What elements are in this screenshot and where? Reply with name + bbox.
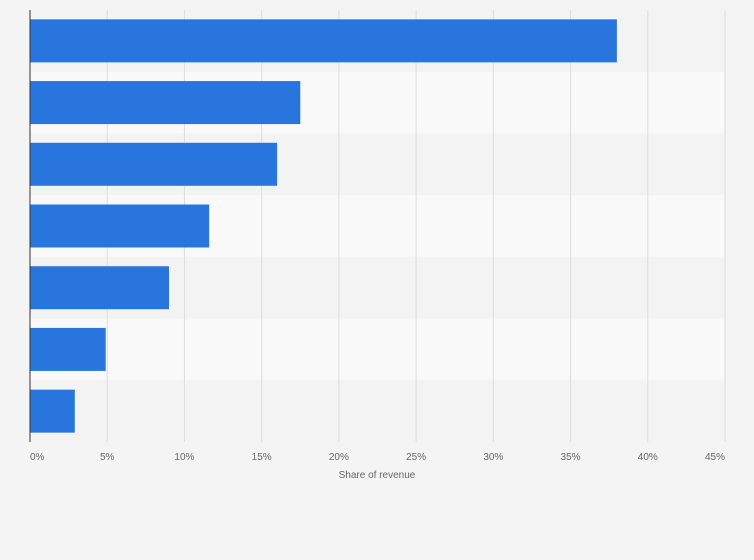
bar[interactable] <box>30 266 169 310</box>
x-tick-labels: 0% 5% 10% 15% 20% 25% 30% 35% 40% 45% <box>30 452 725 463</box>
bar[interactable] <box>30 81 301 125</box>
x-tick-label: 35% <box>561 452 581 463</box>
x-tick-label: 20% <box>329 452 349 463</box>
x-tick-label: 0% <box>30 452 45 463</box>
x-tick-label: 40% <box>638 452 658 463</box>
x-tick-label: 45% <box>705 452 725 463</box>
row-band <box>30 380 725 442</box>
bar[interactable] <box>30 204 210 248</box>
bar[interactable] <box>30 19 617 63</box>
x-tick-label: 25% <box>406 452 426 463</box>
x-tick-label: 5% <box>100 452 115 463</box>
bars <box>30 19 617 433</box>
bar[interactable] <box>30 327 106 371</box>
x-axis-label: Share of revenue <box>339 470 416 481</box>
bar[interactable] <box>30 389 75 433</box>
x-tick-label: 10% <box>174 452 194 463</box>
x-tick-label: 30% <box>483 452 503 463</box>
x-tick-label: 15% <box>252 452 272 463</box>
row-band <box>30 318 725 381</box>
bar[interactable] <box>30 142 278 186</box>
